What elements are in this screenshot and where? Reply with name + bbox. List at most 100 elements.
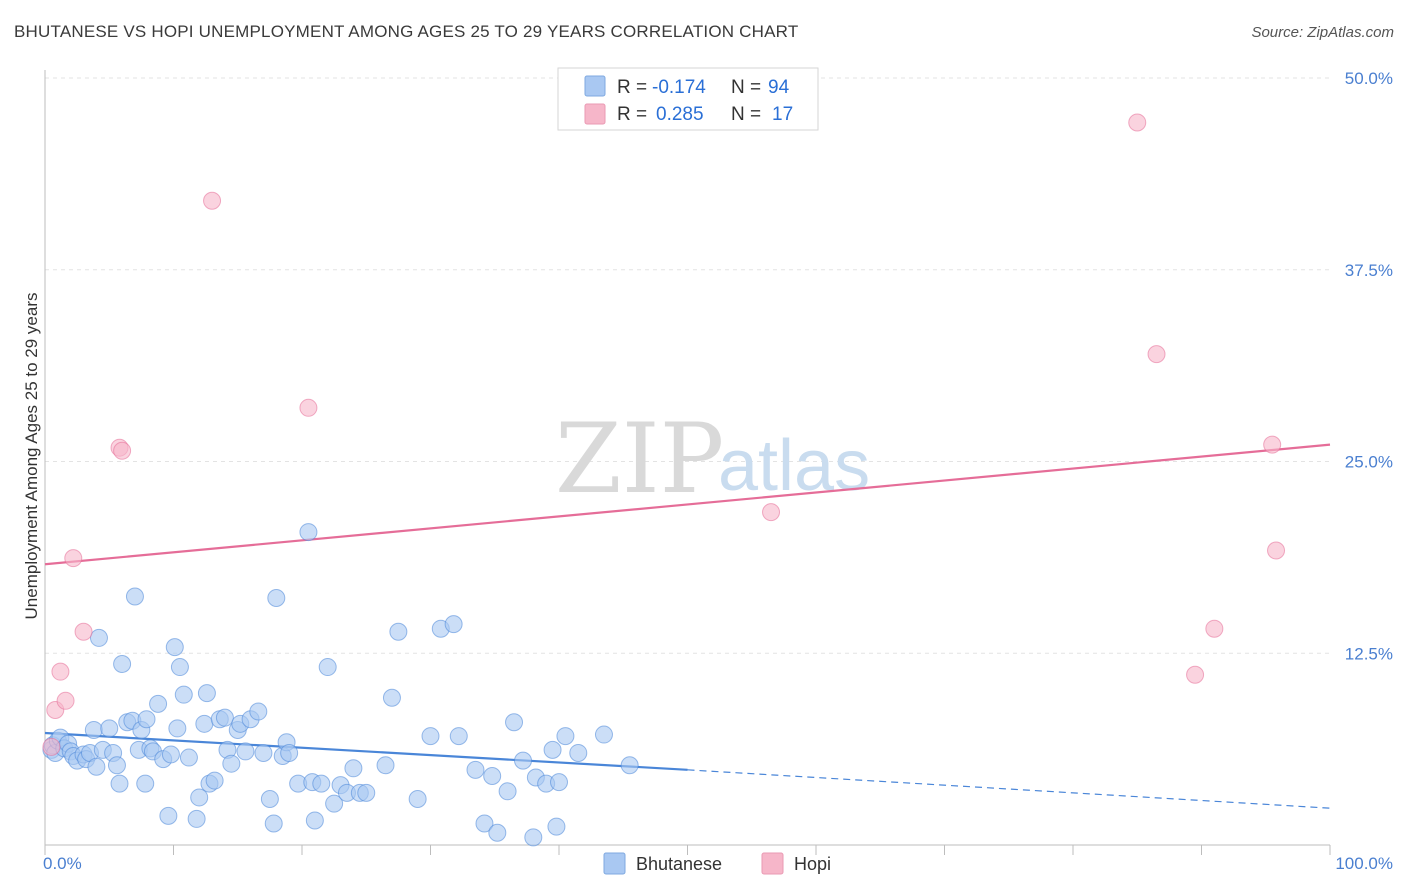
data-point-hopi: [1186, 665, 1205, 684]
data-point-hopi: [1128, 113, 1147, 132]
data-point-bhutanese: [408, 789, 427, 808]
data-point-hopi: [42, 737, 61, 756]
data-point-bhutanese: [107, 756, 126, 775]
bottom-legend-swatch-bhutanese: [603, 852, 626, 875]
data-point-bhutanese: [159, 806, 178, 825]
data-point-bhutanese: [260, 789, 279, 808]
data-point-bhutanese: [357, 783, 376, 802]
series-bhutanese: [42, 523, 639, 847]
data-point-bhutanese: [168, 719, 187, 738]
data-point-hopi: [51, 662, 70, 681]
data-point-bhutanese: [165, 638, 184, 657]
data-point-bhutanese: [318, 658, 337, 677]
watermark-atlas: atlas: [718, 426, 870, 506]
data-point-hopi: [1263, 435, 1282, 454]
data-point-hopi: [74, 622, 93, 641]
data-point-hopi: [113, 441, 132, 460]
tick-labels: 12.5% 25.0% 37.5% 50.0% 0.0% 100.0%: [43, 69, 1393, 873]
data-point-bhutanese: [264, 814, 283, 833]
y-tick-label: 25.0%: [1345, 453, 1393, 472]
series-hopi: [42, 113, 1286, 756]
data-point-bhutanese: [205, 771, 224, 790]
chart-title: BHUTANESE VS HOPI UNEMPLOYMENT AMONG AGE…: [14, 22, 799, 41]
data-point-bhutanese: [113, 654, 132, 673]
bottom-legend: Bhutanese Hopi: [603, 852, 831, 875]
data-point-bhutanese: [305, 811, 324, 830]
trend-line-bhutanese: [44, 731, 688, 771]
trend-lines: [44, 443, 1331, 809]
data-point-hopi: [762, 503, 781, 522]
data-point-bhutanese: [174, 685, 193, 704]
watermark: ZIP atlas: [555, 403, 870, 515]
data-point-bhutanese: [84, 720, 103, 739]
data-point-bhutanese: [187, 809, 206, 828]
bottom-legend-label-bhutanese: Bhutanese: [636, 854, 722, 874]
data-point-bhutanese: [498, 782, 517, 801]
data-point-bhutanese: [254, 743, 273, 762]
data-point-bhutanese: [376, 756, 395, 775]
data-point-bhutanese: [524, 828, 543, 847]
trend-line-hopi: [44, 443, 1331, 566]
data-point-bhutanese: [215, 708, 234, 727]
trend-extension-bhutanese: [687, 769, 1331, 809]
data-point-bhutanese: [475, 814, 494, 833]
data-point-bhutanese: [249, 702, 268, 721]
data-point-bhutanese: [483, 766, 502, 785]
data-point-bhutanese: [466, 760, 485, 779]
data-point-bhutanese: [170, 658, 189, 677]
data-point-bhutanese: [547, 817, 566, 836]
data-point-bhutanese: [556, 727, 575, 746]
watermark-zip: ZIP: [555, 403, 724, 515]
data-point-bhutanese: [505, 713, 524, 732]
legend-r-label-1: R =: [617, 77, 647, 98]
legend: R = -0.174 N = 94 R = 0.285 N = 17: [557, 67, 819, 131]
data-point-bhutanese: [389, 622, 408, 641]
data-point-bhutanese: [421, 727, 440, 746]
data-point-bhutanese: [125, 587, 144, 606]
data-point-bhutanese: [149, 694, 168, 713]
data-point-hopi: [1147, 345, 1166, 364]
data-point-bhutanese: [280, 743, 299, 762]
legend-n-label-1: N =: [731, 77, 761, 98]
data-point-bhutanese: [195, 714, 214, 733]
data-point-bhutanese: [179, 748, 198, 767]
data-point-hopi: [299, 398, 318, 417]
legend-swatch-bhutanese: [584, 75, 606, 97]
legend-r-value-1: -0.174: [652, 77, 706, 98]
y-tick-label: 12.5%: [1345, 644, 1393, 663]
x-tick-label-min: 0.0%: [43, 854, 82, 873]
data-point-bhutanese: [197, 684, 216, 703]
data-point-bhutanese: [382, 688, 401, 707]
data-point-bhutanese: [236, 742, 255, 761]
data-point-bhutanese: [620, 756, 639, 775]
data-point-bhutanese: [299, 523, 318, 542]
data-point-hopi: [203, 191, 222, 210]
y-tick-label: 37.5%: [1345, 261, 1393, 280]
y-axis-label: Unemployment Among Ages 25 to 29 years: [22, 293, 41, 620]
legend-swatch-hopi: [584, 103, 606, 125]
data-point-bhutanese: [110, 774, 129, 793]
x-tick-label-max: 100.0%: [1335, 854, 1393, 873]
data-point-hopi: [64, 549, 83, 568]
legend-n-value-2: 17: [772, 104, 793, 125]
data-point-bhutanese: [550, 773, 568, 792]
data-point-bhutanese: [449, 727, 468, 746]
data-point-bhutanese: [569, 743, 588, 762]
data-point-bhutanese: [344, 759, 363, 778]
data-point-hopi: [1267, 541, 1286, 560]
data-point-bhutanese: [543, 740, 562, 759]
source-credit: Source: ZipAtlas.com: [1251, 24, 1394, 41]
legend-r-value-2: 0.285: [656, 104, 704, 125]
data-point-bhutanese: [161, 745, 180, 764]
data-point-hopi: [56, 691, 75, 710]
data-point-bhutanese: [222, 754, 241, 773]
axes: [44, 70, 1331, 855]
legend-n-label-2: N =: [731, 104, 761, 125]
data-point-bhutanese: [137, 710, 156, 729]
data-point-bhutanese: [267, 589, 286, 608]
y-tick-label: 50.0%: [1345, 69, 1393, 88]
data-point-bhutanese: [594, 725, 613, 744]
data-point-bhutanese: [325, 794, 344, 813]
data-point-bhutanese: [87, 757, 106, 776]
